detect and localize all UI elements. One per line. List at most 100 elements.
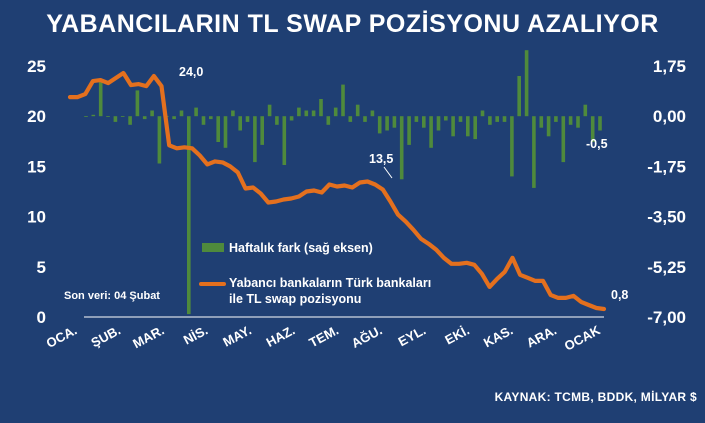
annotation-peak: 24,0 xyxy=(179,65,203,79)
legend: Haftalık fark (sağ eksen) Yabancı bankal… xyxy=(199,241,435,306)
x-axis-tick: MAR. xyxy=(130,322,166,351)
legend-line-label-part2: ile TL swap pozisyonu xyxy=(229,292,361,306)
weekly-bar xyxy=(561,116,566,163)
weekly-bar xyxy=(598,116,602,131)
weekly-bar xyxy=(590,116,595,142)
weekly-bar xyxy=(179,110,184,117)
weekly-bar xyxy=(502,116,507,122)
weekly-bar xyxy=(385,116,389,131)
weekly-bar xyxy=(429,116,433,148)
weekly-bar xyxy=(576,116,580,128)
x-axis-tick: AĞU. xyxy=(349,322,385,351)
weekly-bar xyxy=(91,114,96,117)
weekly-bar xyxy=(253,116,257,163)
weekly-bar xyxy=(517,76,521,117)
weekly-bar xyxy=(172,116,176,120)
weekly-bar xyxy=(568,116,573,125)
weekly-bar xyxy=(480,110,485,117)
weekly-bar xyxy=(275,116,279,125)
weekly-bar xyxy=(223,116,228,148)
weekly-bar xyxy=(128,116,132,125)
weekly-bar xyxy=(187,116,191,315)
weekly-bar xyxy=(120,116,125,117)
weekly-bar xyxy=(495,116,499,122)
right-axis-tick: -3,50 xyxy=(647,208,686,227)
weekly-bar xyxy=(319,99,323,117)
weekly-bar xyxy=(231,110,235,117)
weekly-bar xyxy=(451,116,455,137)
bar-series xyxy=(84,50,602,315)
x-axis-tick: MAY. xyxy=(220,322,253,349)
weekly-bar xyxy=(348,116,353,122)
weekly-bar xyxy=(554,116,558,122)
x-axis-tick: EYL. xyxy=(396,322,429,349)
weekly-bar xyxy=(142,116,147,120)
x-axis-tick: ARA. xyxy=(524,322,559,350)
weekly-bar xyxy=(399,116,404,180)
left-axis-tick: 25 xyxy=(27,57,46,76)
weekly-bar xyxy=(311,110,316,117)
right-axis-tick: -7,00 xyxy=(647,308,686,327)
weekly-bar xyxy=(539,116,544,128)
last-data-note: Son veri: 04 Şubat xyxy=(64,290,160,302)
weekly-bar xyxy=(260,116,264,145)
weekly-bar xyxy=(333,107,338,117)
weekly-bar xyxy=(297,107,301,117)
legend-line-label: Yabancı bankaların Türk bankaları ile TL… xyxy=(229,276,435,306)
weekly-bar xyxy=(524,50,529,117)
weekly-bar xyxy=(377,116,382,134)
right-axis-tick: 1,75 xyxy=(653,57,686,76)
legend-bar-swatch xyxy=(202,243,224,252)
weekly-bar xyxy=(201,116,206,125)
weekly-bar xyxy=(407,116,411,145)
weekly-bar xyxy=(583,104,588,117)
weekly-bar xyxy=(355,104,360,117)
x-axis-tick: TEM. xyxy=(307,322,341,350)
legend-bar-label: Haftalık fark (sağ eksen) xyxy=(229,241,373,255)
weekly-bar xyxy=(135,90,140,117)
weekly-bar xyxy=(422,116,426,128)
weekly-bar xyxy=(546,116,551,137)
x-axis-tick: OCA. xyxy=(44,322,80,351)
weekly-bar xyxy=(414,116,419,122)
weekly-bar xyxy=(289,116,294,121)
weekly-bar xyxy=(370,110,375,117)
weekly-bar xyxy=(458,116,463,122)
weekly-bar xyxy=(488,116,492,125)
weekly-bar xyxy=(282,116,287,165)
left-axis-tick: 20 xyxy=(27,107,46,126)
line-series xyxy=(67,70,607,312)
right-axis-tick: -1,75 xyxy=(647,157,686,176)
weekly-bar xyxy=(267,104,272,117)
weekly-bar xyxy=(436,116,441,131)
weekly-bar xyxy=(157,116,162,164)
weekly-bar xyxy=(473,116,477,140)
weekly-bar xyxy=(209,116,213,120)
weekly-bar xyxy=(150,110,154,117)
weekly-bar xyxy=(510,116,514,177)
swap-position-line xyxy=(67,70,607,312)
weekly-bar xyxy=(84,116,88,117)
x-axis-tick: EKİ. xyxy=(442,322,471,347)
left-axis-tick: 10 xyxy=(27,208,46,227)
chart-title: YABANCILARIN TL SWAP POZİSYONU AZALIYOR xyxy=(46,10,659,38)
x-axis-tick: ŞUB. xyxy=(89,322,123,350)
weekly-bar xyxy=(106,116,110,117)
annotation-last-value: 0,8 xyxy=(611,288,628,302)
legend-line-label-part1: Yabancı bankaların Türk bankaları xyxy=(229,276,431,290)
left-axis-tick: 5 xyxy=(37,258,46,277)
weekly-bar xyxy=(304,110,309,117)
x-axis-tick: NİS. xyxy=(181,322,210,347)
weekly-bar xyxy=(216,116,220,142)
annotation-aug-leader xyxy=(383,166,393,179)
weekly-bar xyxy=(245,116,250,122)
annotation-aug: 13,5 xyxy=(369,152,393,166)
weekly-bar xyxy=(392,116,397,128)
axis-ticks: 0 5 10 15 20 25 -7,00 -5,25 -3,50 -1,75 0,00 1,75 xyxy=(27,57,686,327)
weekly-bar xyxy=(194,107,198,117)
annotation-last-weekly: -0,5 xyxy=(586,137,608,151)
weekly-bar xyxy=(341,84,345,117)
x-axis-tick: OCAK xyxy=(562,322,603,354)
